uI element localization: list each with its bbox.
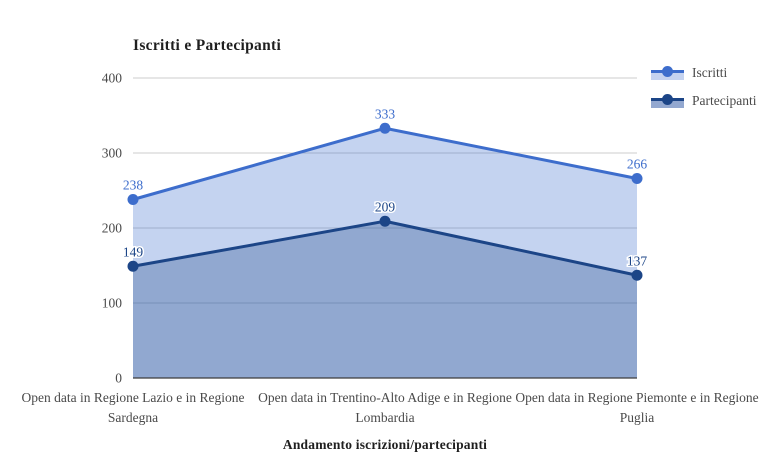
value-label: 333 <box>375 106 396 121</box>
y-tick-label: 400 <box>102 71 123 86</box>
x-axis-title: Andamento iscrizioni/partecipanti <box>282 437 488 452</box>
legend-item-iscritti: Iscritti <box>651 65 756 80</box>
data-point <box>127 194 139 205</box>
legend-area-swatch-icon <box>651 93 684 108</box>
series-area <box>133 128 637 378</box>
data-point <box>379 122 391 134</box>
y-tick-label: 100 <box>102 296 123 311</box>
series-area <box>133 221 637 378</box>
x-category-label: Open data in Trentino-Alto Adige e in Re… <box>258 390 512 425</box>
value-label: 209 <box>375 199 396 214</box>
data-point <box>127 260 139 272</box>
legend-item-partecipanti: Partecipanti <box>651 93 756 108</box>
y-tick-label: 300 <box>102 146 123 161</box>
y-tick-label: 200 <box>102 221 123 236</box>
value-label: 266 <box>627 157 648 172</box>
legend-area-swatch-icon <box>651 65 684 80</box>
data-point <box>631 173 643 184</box>
value-label: 137 <box>627 253 648 268</box>
data-point <box>379 215 391 227</box>
y-tick-label: 0 <box>115 371 122 386</box>
x-category-label: Open data in Regione Lazio e in Regione … <box>21 390 245 425</box>
legend: Iscritti Partecipanti <box>651 65 756 108</box>
chart-title: Iscritti e Partecipanti <box>133 37 282 54</box>
value-label: 149 <box>123 244 144 259</box>
data-point <box>631 269 643 281</box>
legend-label: Iscritti <box>692 64 728 80</box>
value-label: 238 <box>123 178 144 193</box>
legend-label: Partecipanti <box>692 92 757 108</box>
x-category-label: Open data in Regione Piemonte e in Regio… <box>515 390 759 425</box>
